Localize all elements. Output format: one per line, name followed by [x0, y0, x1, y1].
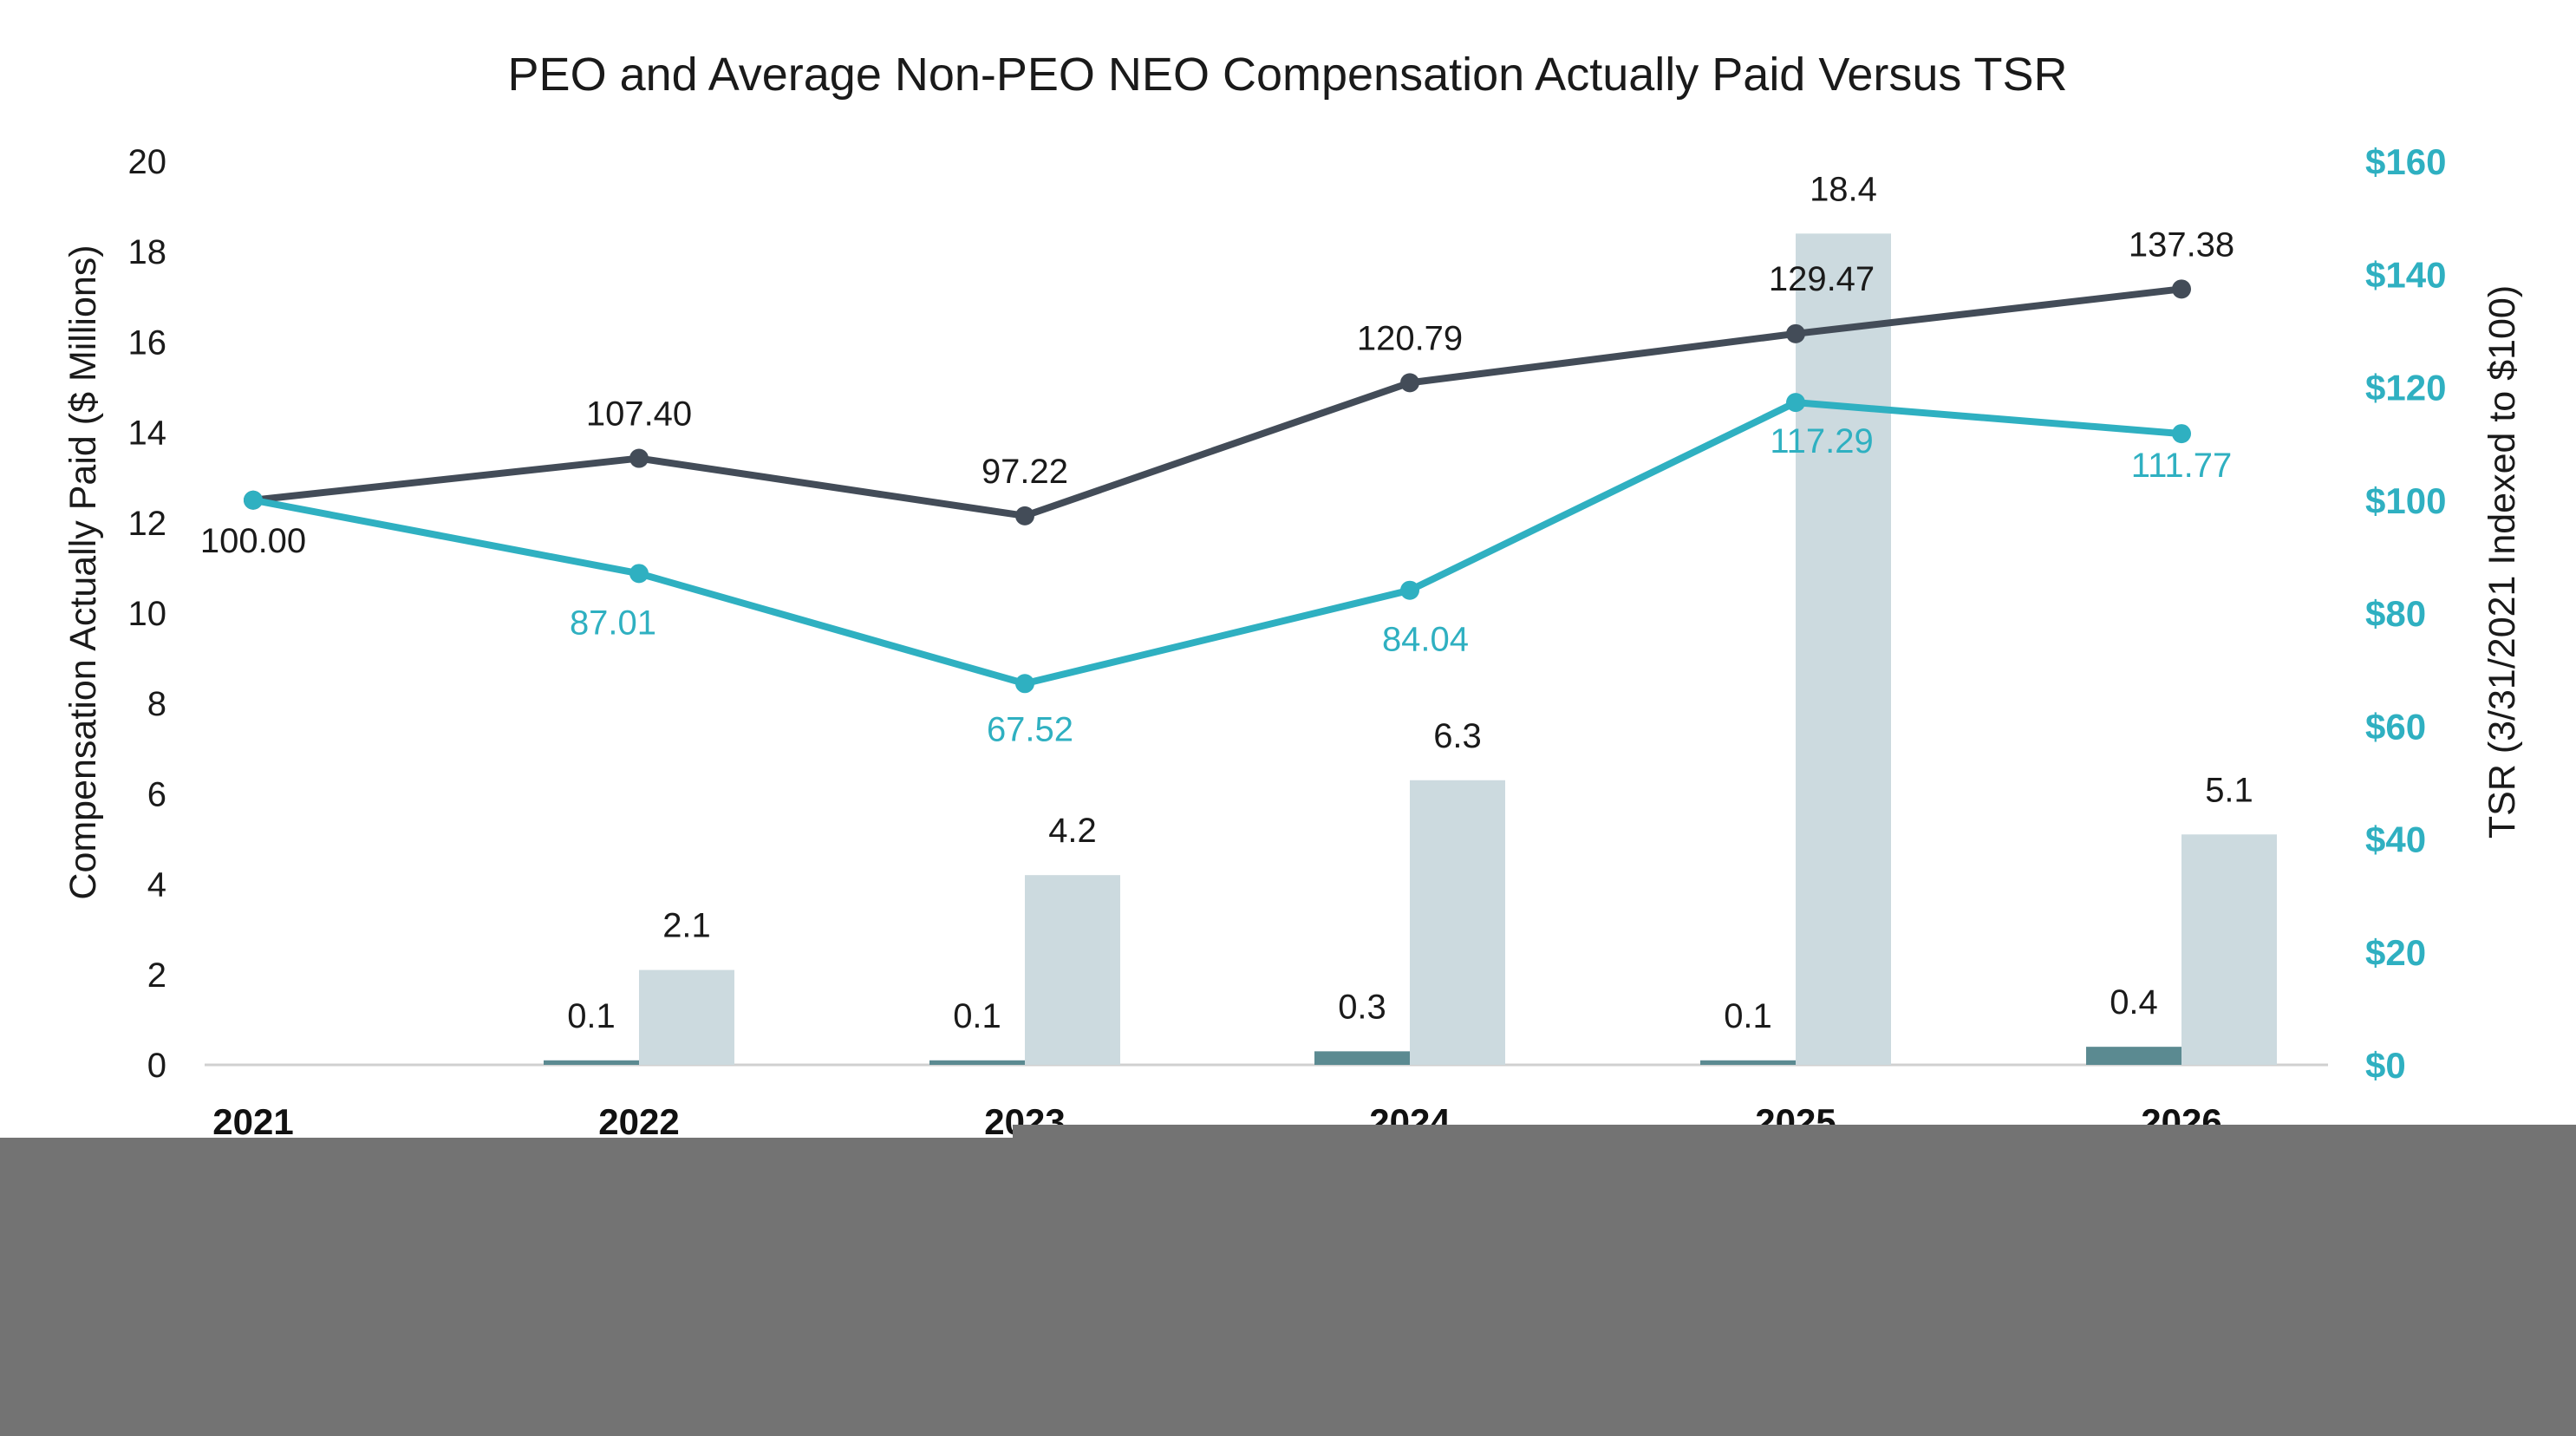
bar-data-label: 0.1 — [567, 997, 616, 1035]
bar-peo-dark — [1700, 1060, 1796, 1065]
bar-data-label: 4.2 — [1048, 812, 1097, 850]
line-data-label: 84.04 — [1382, 621, 1469, 659]
line-data-label: 129.47 — [1769, 260, 1875, 298]
bar-data-label: 0.4 — [2110, 983, 2158, 1022]
y-axis-right-label: TSR (3/31/2021 Indexed to $100) — [2481, 285, 2523, 839]
bar-neo-light — [2181, 834, 2277, 1065]
gray-overlay-band — [0, 1138, 2576, 1436]
line-peo-point — [1400, 373, 1419, 393]
chart-title: PEO and Average Non-PEO NEO Compensation… — [508, 49, 2068, 101]
bar-data-label: 2.1 — [662, 907, 711, 945]
bar-data-label: 0.3 — [1338, 988, 1386, 1026]
line-data-labels: 100.00 107.40 97.22 120.79 129.47 137.38 87.01… — [200, 225, 2234, 748]
line-tsr-point — [2172, 424, 2191, 444]
y-right-tick-label: $40 — [2365, 819, 2426, 860]
bar-data-label: 5.1 — [2205, 771, 2253, 809]
y-left-tick-label: 12 — [128, 505, 167, 543]
gray-overlay-band-top — [1013, 1125, 2576, 1142]
line-data-label: 111.77 — [2131, 447, 2232, 485]
bar-data-labels: 0.1 0.1 0.3 0.1 0.4 2.1 4.2 6.3 18.4 5.1 — [567, 170, 2253, 1035]
bar-neo-light — [1410, 780, 1505, 1065]
y-left-tick-label: 16 — [128, 323, 167, 362]
bar-data-label: 6.3 — [1433, 717, 1482, 755]
y-right-tick-label: $20 — [2365, 932, 2426, 973]
y-left-tick-label: 18 — [128, 233, 167, 271]
y-right-tick-label: $80 — [2365, 593, 2426, 634]
line-data-label: 67.52 — [987, 710, 1073, 748]
y-axis-left-label: Compensation Actually Paid ($ Millions) — [62, 245, 104, 899]
y-axis-left-ticks: 0 2 4 6 8 10 12 14 16 18 20 — [128, 143, 167, 1085]
y-axis-right-ticks: $0 $20 $40 $60 $80 $100 $120 $140 $160 — [2365, 141, 2446, 1086]
line-series — [244, 279, 2191, 694]
y-left-tick-label: 14 — [128, 414, 167, 453]
y-left-tick-label: 2 — [147, 956, 166, 995]
bar-neo-light — [639, 969, 734, 1065]
line-tsr-point — [244, 490, 263, 510]
line-data-label: 87.01 — [570, 604, 656, 642]
line-data-label: 107.40 — [586, 395, 692, 434]
y-right-tick-label: $120 — [2365, 368, 2446, 408]
bar-data-label: 0.1 — [1724, 997, 1772, 1035]
y-left-tick-label: 0 — [147, 1047, 166, 1085]
line-tsr — [252, 399, 2182, 688]
y-right-tick-label: $160 — [2365, 141, 2446, 182]
y-right-tick-label: $0 — [2365, 1045, 2406, 1086]
bar-neo-light — [1796, 233, 1891, 1065]
line-tsr-point — [629, 564, 649, 584]
line-data-label: 120.79 — [1357, 319, 1463, 357]
bar-peo-dark — [2086, 1047, 2181, 1065]
bar-peo-dark — [929, 1060, 1025, 1065]
line-peo-point — [1015, 506, 1034, 525]
y-left-tick-label: 8 — [147, 685, 166, 723]
y-left-tick-label: 4 — [147, 866, 166, 904]
y-left-tick-label: 20 — [128, 143, 167, 181]
line-peo-point — [1786, 323, 1805, 343]
y-right-tick-label: $140 — [2365, 254, 2446, 295]
y-left-tick-label: 10 — [128, 595, 167, 633]
y-right-tick-label: $60 — [2365, 706, 2426, 747]
x-tick-label: 2022 — [598, 1101, 679, 1142]
line-data-label: 137.38 — [2129, 225, 2234, 264]
line-data-label: 97.22 — [981, 453, 1068, 491]
line-peo-point — [2172, 279, 2191, 299]
bar-neo-light — [1025, 875, 1120, 1065]
line-peo-tsr — [252, 285, 2182, 519]
x-tick-label: 2021 — [212, 1101, 293, 1142]
bar-series — [544, 233, 2277, 1065]
line-data-label: 100.00 — [200, 522, 306, 560]
bar-data-label: 0.1 — [953, 997, 1001, 1035]
y-right-tick-label: $100 — [2365, 480, 2446, 521]
line-data-label: 117.29 — [1770, 422, 1873, 460]
line-tsr-point — [1015, 674, 1034, 694]
line-tsr-point — [1400, 580, 1419, 600]
line-peo-point — [629, 448, 649, 468]
line-tsr-point — [1786, 393, 1805, 413]
bar-data-label: 18.4 — [1810, 170, 1877, 208]
bar-peo-dark — [1314, 1051, 1410, 1065]
bar-peo-dark — [544, 1060, 639, 1065]
y-left-tick-label: 6 — [147, 775, 166, 813]
